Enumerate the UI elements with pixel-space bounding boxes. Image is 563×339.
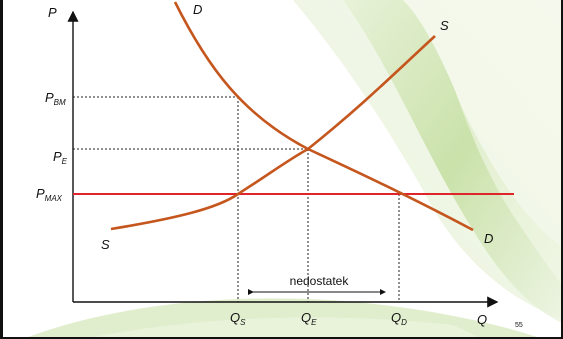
demand-label-bottom: D [484,231,493,246]
price-label-pe: PE [53,149,68,166]
quantity-label-qs: QS [230,310,246,327]
demand-label-top: D [193,2,202,17]
background-swoosh [28,0,561,337]
shortage-label: nedostatek [290,274,350,288]
supply-label-bottom: S [101,237,110,252]
supply-demand-diagram: nedostatek P Q D D S S PBM PE PMAX QS QE… [28,0,561,337]
price-label-pbm: PBM [45,90,66,107]
quantity-label-qe: QE [301,310,317,327]
quantity-label-qd: QD [391,310,407,327]
guide-lines [73,96,400,302]
x-axis-label: Q [477,312,487,327]
y-axis-label: P [48,5,57,20]
price-label-pmax: PMAX [36,186,63,203]
supply-label-top: S [440,18,449,33]
slide-number: 55 [515,322,523,329]
supply-curve [110,35,436,231]
